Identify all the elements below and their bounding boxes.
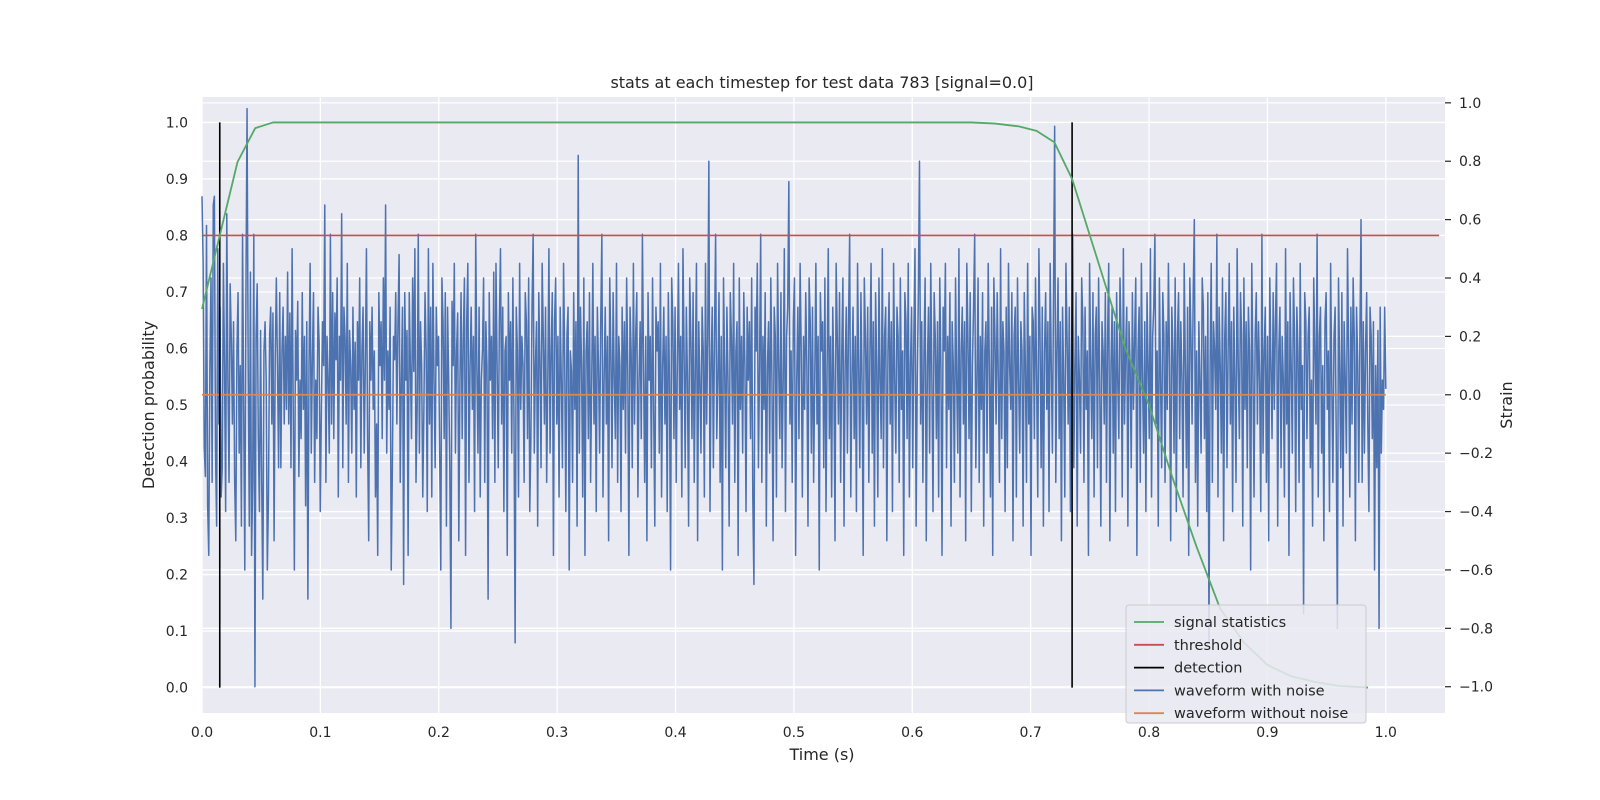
series-line-waveform-with-noise — [201, 107, 1387, 688]
legend-label: signal statistics — [1174, 615, 1286, 631]
legend-label: waveform with noise — [1174, 683, 1325, 699]
y2-tick-label: −1.0 — [1459, 680, 1493, 696]
x-tick-label: 0.4 — [664, 725, 686, 741]
x-tick-label: 0.3 — [546, 725, 568, 741]
y2-tick-label: 0.0 — [1459, 388, 1481, 404]
series-layer — [201, 107, 1440, 689]
legend-label: threshold — [1174, 638, 1242, 654]
y2-tick-label: −0.4 — [1459, 505, 1493, 521]
x-axis-ticks: 0.0 0.1 0.2 0.3 0.4 0.5 0.6 0.7 0.8 0.9 1.0 — [191, 725, 1397, 741]
y-tick-label: 0.9 — [166, 172, 188, 188]
y2-tick-label: 0.4 — [1459, 271, 1481, 287]
y-tick-label: 0.0 — [166, 681, 188, 697]
x-tick-label: 0.5 — [783, 725, 805, 741]
y-tick-label: 1.0 — [166, 115, 188, 131]
x-tick-label: 0.8 — [1138, 725, 1160, 741]
x-tick-label: 0.0 — [191, 725, 213, 741]
y2-tick-label: 0.8 — [1459, 154, 1481, 170]
x-axis-label: Time (s) — [788, 745, 854, 764]
y-axis-label: Detection probability — [139, 321, 158, 489]
y2-axis-ticks: −1.0 −0.8 −0.6 −0.4 −0.2 0.0 0.2 0.4 0.6 0.8 1.0 — [1445, 96, 1493, 696]
y-tick-label: 0.5 — [166, 398, 188, 414]
legend: signal statistics threshold detection wavef… — [1125, 604, 1367, 724]
y2-tick-label: 0.2 — [1459, 329, 1481, 345]
y-tick-label: 0.8 — [166, 228, 188, 244]
x-tick-label: 0.9 — [1256, 725, 1278, 741]
x-tick-label: 0.7 — [1020, 725, 1042, 741]
y-tick-label: 0.2 — [166, 568, 188, 584]
y-tick-label: 0.1 — [166, 624, 188, 640]
legend-box — [1125, 604, 1367, 724]
y2-tick-label: −0.2 — [1459, 446, 1493, 462]
x-tick-label: 0.6 — [901, 725, 923, 741]
x-tick-label: 0.2 — [428, 725, 450, 741]
y2-tick-label: 0.6 — [1459, 213, 1481, 229]
x-tick-label: 1.0 — [1375, 725, 1397, 741]
y-tick-label: 0.4 — [166, 455, 188, 471]
y2-tick-label: −0.6 — [1459, 563, 1493, 579]
y-tick-label: 0.7 — [166, 285, 188, 301]
y-tick-label: 0.3 — [166, 511, 188, 527]
chart-title: stats at each timestep for test data 783… — [610, 73, 1033, 92]
legend-label: waveform without noise — [1174, 706, 1348, 722]
y2-tick-label: −0.8 — [1459, 621, 1493, 637]
x-tick-label: 0.1 — [309, 725, 331, 741]
legend-label: detection — [1174, 661, 1242, 677]
y-tick-label: 0.6 — [166, 341, 188, 357]
y2-axis-label: Strain — [1497, 381, 1516, 428]
y-axis-ticks: 0.0 0.1 0.2 0.3 0.4 0.5 0.6 0.7 0.8 0.9 1.0 — [166, 115, 188, 696]
y2-tick-label: 1.0 — [1459, 96, 1481, 112]
